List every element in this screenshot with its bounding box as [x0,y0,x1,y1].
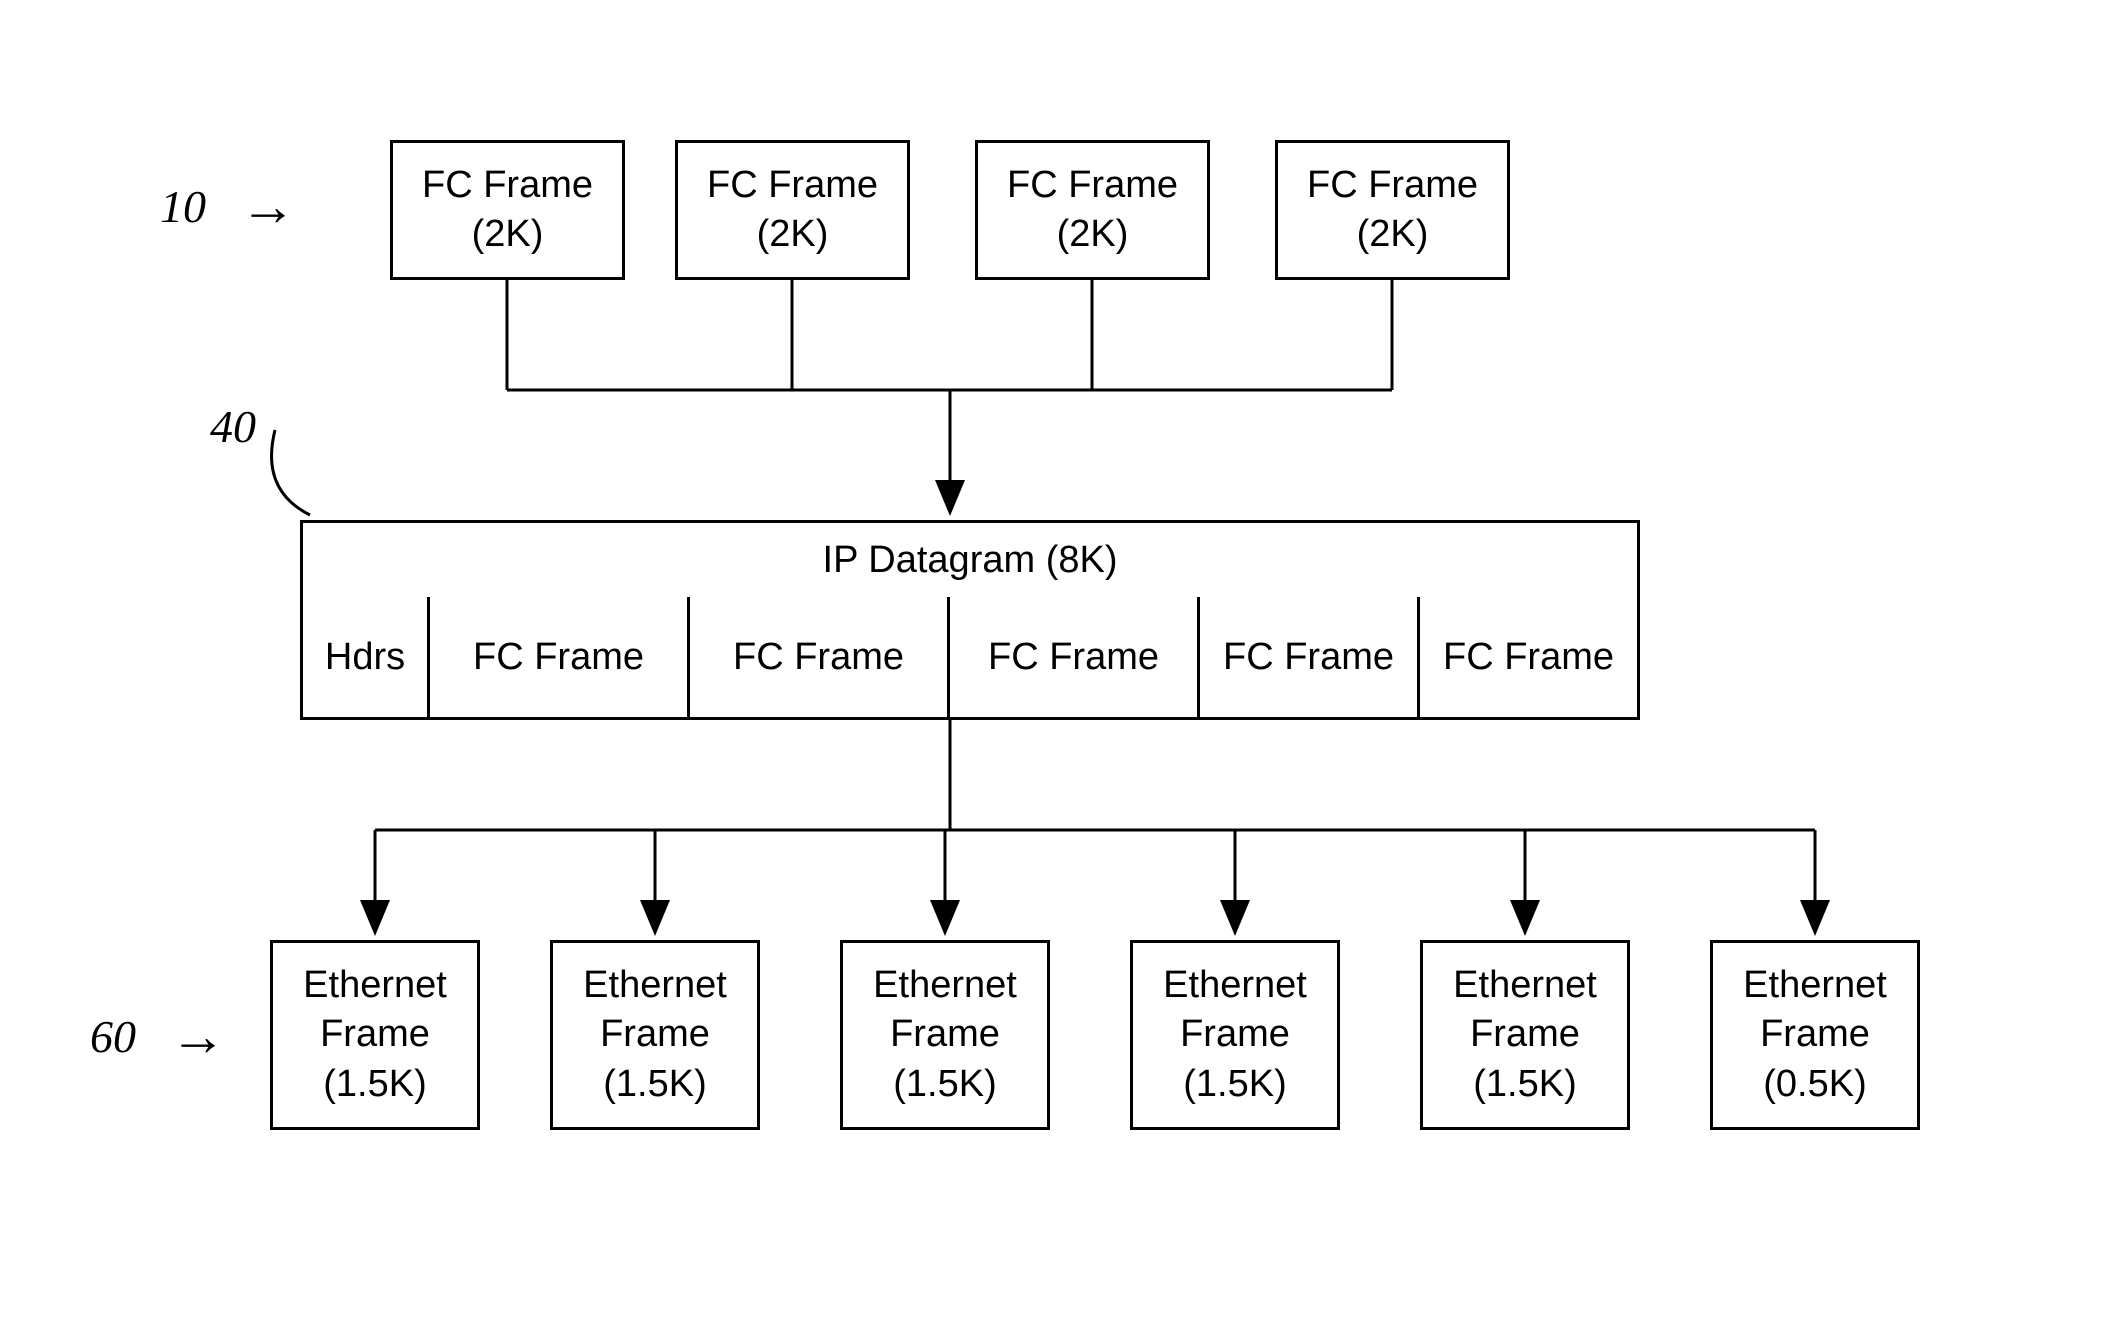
fc-frame-text: FC Frame [1307,161,1478,210]
ethernet-frame-box-6: Ethernet Frame (0.5K) [1710,940,1920,1130]
datagram-cell-fc5: FC Frame [1417,597,1640,720]
datagram-cell-fc2: FC Frame [687,597,950,720]
ethernet-frame-box-1: Ethernet Frame (1.5K) [270,940,480,1130]
fc-frame-size: (2K) [472,210,544,259]
datagram-cell-fc1: FC Frame [427,597,690,720]
fc-frame-box-2: FC Frame (2K) [675,140,910,280]
label-60: 60 [90,1010,136,1063]
fc-frame-size: (2K) [1357,210,1429,259]
fc-frame-box-3: FC Frame (2K) [975,140,1210,280]
fc-frame-size: (2K) [757,210,829,259]
datagram-cell-fc4: FC Frame [1197,597,1420,720]
label-40: 40 [210,400,256,453]
fc-frame-text: FC Frame [422,161,593,210]
arrow-right-10: → [240,178,296,234]
ethernet-frame-box-2: Ethernet Frame (1.5K) [550,940,760,1130]
fc-frame-text: FC Frame [1007,161,1178,210]
arrow-right-60: → [170,1008,226,1064]
ethernet-frame-box-3: Ethernet Frame (1.5K) [840,940,1050,1130]
label-10: 10 [160,180,206,233]
ip-datagram-title: IP Datagram (8K) [300,520,1640,600]
datagram-cell-fc3: FC Frame [947,597,1200,720]
fc-frame-box-4: FC Frame (2K) [1275,140,1510,280]
fc-frame-box-1: FC Frame (2K) [390,140,625,280]
fc-frame-size: (2K) [1057,210,1129,259]
fc-frame-text: FC Frame [707,161,878,210]
ethernet-frame-box-5: Ethernet Frame (1.5K) [1420,940,1630,1130]
ethernet-frame-box-4: Ethernet Frame (1.5K) [1130,940,1340,1130]
datagram-cell-hdrs: Hdrs [300,597,430,720]
